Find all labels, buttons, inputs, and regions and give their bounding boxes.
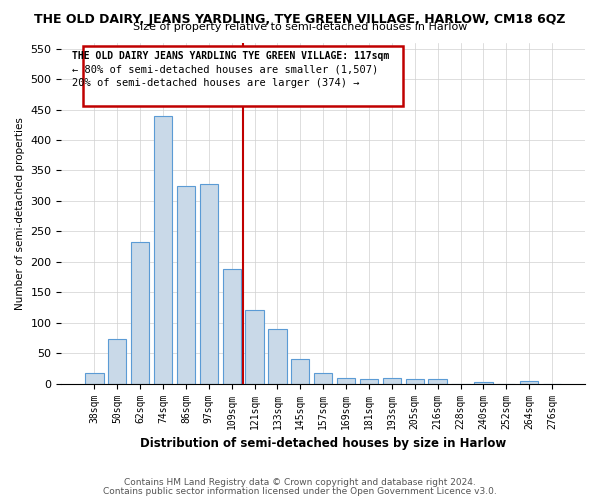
Bar — [520, 380, 538, 384]
Text: Contains HM Land Registry data © Crown copyright and database right 2024.: Contains HM Land Registry data © Crown c… — [124, 478, 476, 487]
Bar — [406, 379, 424, 384]
Bar — [428, 379, 447, 384]
Bar — [85, 372, 104, 384]
Bar — [474, 382, 493, 384]
Text: THE OLD DAIRY, JEANS YARDLING, TYE GREEN VILLAGE, HARLOW, CM18 6QZ: THE OLD DAIRY, JEANS YARDLING, TYE GREEN… — [34, 12, 566, 26]
FancyBboxPatch shape — [83, 46, 403, 106]
Bar — [245, 310, 264, 384]
Bar — [337, 378, 355, 384]
Y-axis label: Number of semi-detached properties: Number of semi-detached properties — [15, 116, 25, 310]
Bar — [200, 184, 218, 384]
X-axis label: Distribution of semi-detached houses by size in Harlow: Distribution of semi-detached houses by … — [140, 437, 506, 450]
Bar — [131, 242, 149, 384]
Text: THE OLD DAIRY JEANS YARDLING TYE GREEN VILLAGE: 117sqm: THE OLD DAIRY JEANS YARDLING TYE GREEN V… — [72, 51, 389, 61]
Bar — [108, 339, 127, 384]
Text: ← 80% of semi-detached houses are smaller (1,507): ← 80% of semi-detached houses are smalle… — [72, 64, 378, 74]
Bar — [360, 379, 378, 384]
Text: Size of property relative to semi-detached houses in Harlow: Size of property relative to semi-detach… — [133, 22, 467, 32]
Bar — [154, 116, 172, 384]
Text: 20% of semi-detached houses are larger (374) →: 20% of semi-detached houses are larger (… — [72, 78, 359, 88]
Text: Contains public sector information licensed under the Open Government Licence v3: Contains public sector information licen… — [103, 487, 497, 496]
Bar — [177, 186, 195, 384]
Bar — [223, 269, 241, 384]
Bar — [268, 329, 287, 384]
Bar — [314, 372, 332, 384]
Bar — [383, 378, 401, 384]
Bar — [291, 358, 310, 384]
